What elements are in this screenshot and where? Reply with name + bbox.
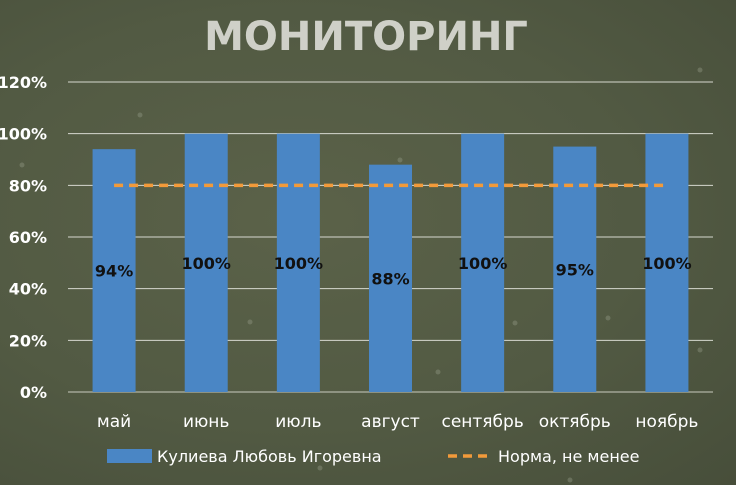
dust-speck: [512, 320, 518, 326]
legend-swatch-bar: [107, 449, 152, 463]
dust-speck: [697, 67, 703, 73]
y-axis: 0% 20% 40% 60% 80% 100% 120%: [0, 73, 47, 402]
bar-ноябрь: [645, 133, 689, 392]
data-label: 100%: [274, 254, 323, 273]
legend-label-line: Норма, не менее: [498, 447, 639, 466]
dust-speck: [567, 477, 573, 483]
bar-август: [369, 164, 412, 392]
bar-сентябрь: [461, 133, 505, 392]
y-tick-label: 120%: [0, 73, 47, 92]
data-label: 100%: [642, 254, 691, 273]
x-tick-label: май: [97, 412, 131, 432]
x-axis: май июнь июль август сентябрь октябрь ноябрь: [97, 412, 699, 432]
legend: Кулиева Любовь Игоревна Норма, не менее: [107, 447, 639, 466]
dust-speck: [137, 112, 143, 118]
background-dust: [19, 67, 703, 483]
dust-speck: [19, 162, 25, 168]
x-tick-label: июль: [275, 412, 321, 432]
x-tick-label: октябрь: [539, 412, 611, 432]
data-label: 94%: [95, 262, 133, 281]
bar-май: [92, 149, 136, 392]
y-tick-label: 40%: [9, 280, 47, 299]
dust-speck: [317, 465, 323, 471]
y-tick-label: 80%: [9, 176, 47, 195]
bar-июль: [276, 133, 320, 392]
x-tick-label: сентябрь: [441, 412, 523, 432]
y-tick-label: 0%: [20, 383, 47, 402]
legend-label-bar: Кулиева Любовь Игоревна: [157, 447, 382, 466]
dust-speck: [697, 347, 703, 353]
bar-октябрь: [553, 146, 597, 392]
y-tick-label: 60%: [9, 228, 47, 247]
y-tick-label: 20%: [9, 331, 47, 350]
bar-series: [92, 133, 689, 392]
x-tick-label: август: [361, 412, 420, 432]
chart-title: МОНИТОРИНГ: [204, 14, 528, 60]
data-label: 100%: [458, 254, 507, 273]
data-label: 88%: [371, 269, 409, 288]
dust-speck: [247, 319, 253, 325]
x-tick-label: июнь: [183, 412, 230, 432]
data-label: 95%: [556, 260, 594, 279]
y-tick-label: 100%: [0, 125, 47, 144]
dust-speck: [435, 369, 441, 375]
x-tick-label: ноябрь: [635, 412, 698, 432]
bar-июнь: [184, 133, 228, 392]
dust-speck: [605, 315, 611, 321]
data-label: 100%: [181, 254, 230, 273]
data-labels: 94% 100% 100% 88% 100% 95% 100%: [95, 254, 692, 289]
dust-speck: [397, 157, 403, 163]
